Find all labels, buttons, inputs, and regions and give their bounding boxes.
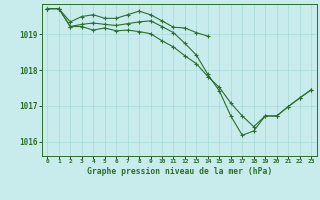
X-axis label: Graphe pression niveau de la mer (hPa): Graphe pression niveau de la mer (hPa) [87, 167, 272, 176]
